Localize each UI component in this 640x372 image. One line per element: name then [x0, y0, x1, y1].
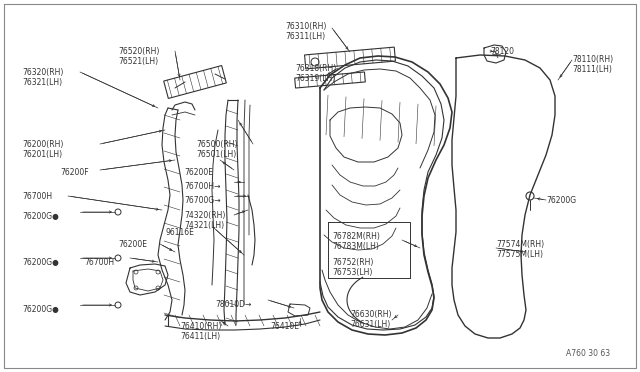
Text: 76700H: 76700H [84, 258, 114, 267]
Text: 76700H→: 76700H→ [184, 182, 221, 191]
Text: 76630(RH)
76631(LH): 76630(RH) 76631(LH) [350, 310, 392, 329]
Text: A760 30 63: A760 30 63 [566, 349, 610, 358]
Text: 76200G●: 76200G● [22, 258, 59, 267]
Text: 76200F: 76200F [60, 168, 88, 177]
Text: 76200E: 76200E [184, 168, 213, 177]
Text: 76318(RH)
76319(LH): 76318(RH) 76319(LH) [295, 64, 336, 83]
Text: 76410E: 76410E [270, 322, 299, 331]
Text: 77574M(RH)
77575M(LH): 77574M(RH) 77575M(LH) [496, 240, 544, 259]
Text: 76700H: 76700H [22, 192, 52, 201]
Text: 76782M(RH)
76783M(LH): 76782M(RH) 76783M(LH) [332, 232, 380, 251]
Text: 76310(RH)
76311(LH): 76310(RH) 76311(LH) [285, 22, 326, 41]
Text: 76200E: 76200E [118, 240, 147, 249]
Text: 76200G●: 76200G● [22, 212, 59, 221]
Text: 76200G●: 76200G● [22, 305, 59, 314]
Text: 76200(RH)
76201(LH): 76200(RH) 76201(LH) [22, 140, 63, 159]
Text: 96116E: 96116E [166, 228, 195, 237]
Text: 76752(RH)
76753(LH): 76752(RH) 76753(LH) [332, 258, 373, 278]
Text: 76200G: 76200G [546, 196, 576, 205]
Text: 76410(RH)
76411(LH): 76410(RH) 76411(LH) [180, 322, 221, 341]
Text: 76320(RH)
76321(LH): 76320(RH) 76321(LH) [22, 68, 63, 87]
Text: 76520(RH)
76521(LH): 76520(RH) 76521(LH) [118, 47, 159, 66]
Text: 78010D→: 78010D→ [215, 300, 252, 309]
Text: 74320(RH)
74321(LH): 74320(RH) 74321(LH) [184, 211, 225, 230]
Text: 78120: 78120 [490, 47, 514, 56]
Text: 76500(RH)
76501(LH): 76500(RH) 76501(LH) [196, 140, 237, 159]
Text: 78110(RH)
78111(LH): 78110(RH) 78111(LH) [572, 55, 613, 74]
Text: 76700G→: 76700G→ [184, 196, 221, 205]
